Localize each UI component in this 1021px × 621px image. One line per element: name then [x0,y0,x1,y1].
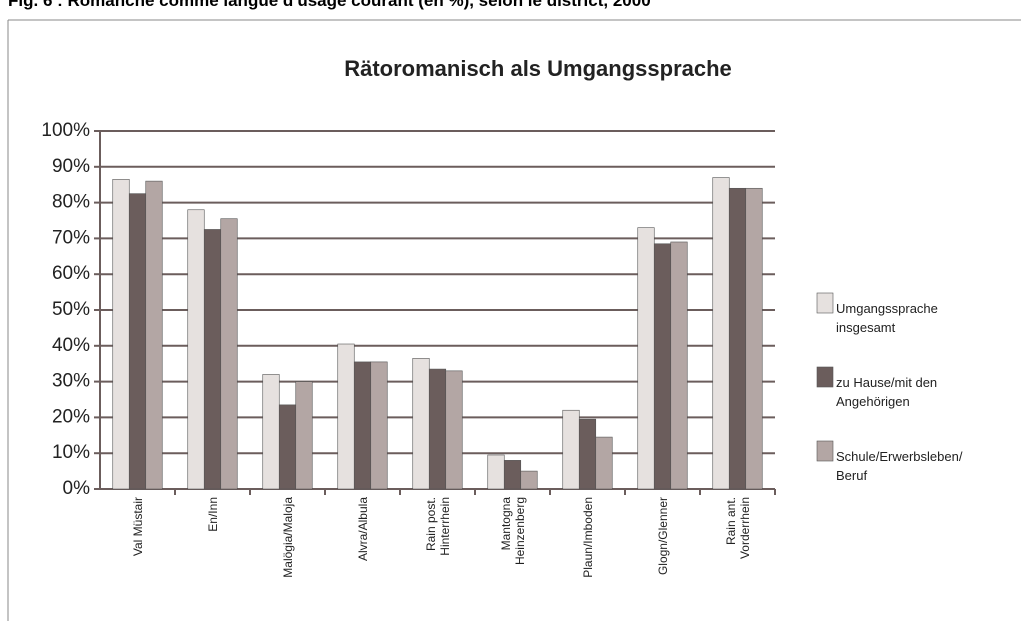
legend-swatch [816,440,834,462]
x-tick-label: En/Inn [205,497,220,532]
bar [295,381,313,490]
bar [503,460,522,490]
y-tick-label: 80% [52,192,90,213]
bar [112,179,130,490]
y-tick-label: 100% [41,120,90,141]
bar [728,187,747,490]
x-tick-label: Glogn/Glenner [655,497,670,576]
legend-label: Schule/Erwerbsleben/ Beruf [836,449,963,483]
x-tick-label: Val Müstair [130,497,145,557]
bar [487,454,505,490]
y-tick-label: 90% [52,156,90,177]
x-tick-label: Malögia/Maloja [280,497,295,578]
bar [262,374,280,490]
chart-title: Rätoromanisch als Umgangssprache [344,56,732,81]
x-tick-label: Rain ant. Vorderrhein [723,497,752,560]
bar [428,368,447,490]
bar [128,193,147,490]
x-tick-label: Rain post. Hinterrhein [423,497,452,556]
y-tick-label: 10% [52,442,90,463]
bar [653,243,672,490]
bar [203,229,222,490]
bar [337,343,355,490]
bar [637,227,655,490]
y-tick-label: 0% [63,478,91,499]
y-tick-label: 70% [52,227,90,248]
legend-swatch [816,366,834,388]
legend-swatch [816,292,834,314]
legend-label: Umgangssprache insgesamt [836,301,938,335]
y-tick-label: 30% [52,371,90,392]
bar [370,361,388,490]
bar [670,241,688,490]
bar [278,404,297,490]
bar [745,187,763,490]
y-tick-label: 60% [52,263,90,284]
bar [712,177,730,490]
bar [520,470,538,490]
x-tick-label: Plaun/Imboden [580,497,595,578]
bar [578,418,597,490]
y-tick-label: 20% [52,406,90,427]
bar [220,218,238,490]
figure-header: Fig. 6 : Romanche comme langue d'usage c… [8,0,651,10]
y-tick-label: 50% [52,299,90,320]
bar [145,180,163,490]
y-tick-label: 40% [52,335,90,356]
legend-label: zu Hause/mit den Angehörigen [836,375,938,409]
bar [562,409,580,490]
x-tick-label: Mantogna Heinzenberg [498,497,527,566]
bar [353,361,372,490]
x-tick-label: Alvra/Albula [355,497,370,562]
bar [187,209,205,490]
bar [595,436,613,490]
bar [445,370,463,490]
bar [412,358,430,490]
